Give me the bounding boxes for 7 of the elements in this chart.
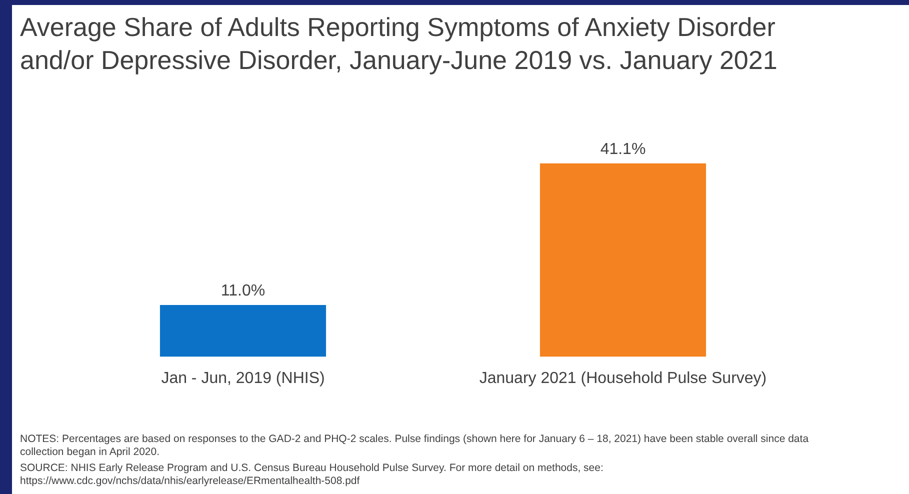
x-tick-label: Jan - Jun, 2019 (NHIS) bbox=[161, 370, 325, 387]
source-note: SOURCE: NHIS Early Release Program and U.S. Census Bureau Household Pulse Survey. For more detail on methods, see: https://www.cdc.gov/nchs/data/nhis/earlyrelease/ERmentalhealth-508.pdf bbox=[20, 462, 604, 488]
chart-title: Average Share of Adults Reporting Symptoms of Anxiety Disorder and/or Depressive Disorder, January-June 2019 vs. January 2021 bbox=[20, 11, 778, 77]
x-tick-label: January 2021 (Household Pulse Survey) bbox=[479, 370, 767, 387]
data-label: 41.1% bbox=[600, 140, 646, 158]
data-label: 11.0% bbox=[220, 282, 266, 300]
text: NOTES: Percentages are based on responses to the GAD-2 and PHQ-2 scales. Pulse findings (shown here for January 6 – 18, 2021) have been stable overall since data collection began in April 2020. bbox=[20, 433, 810, 459]
